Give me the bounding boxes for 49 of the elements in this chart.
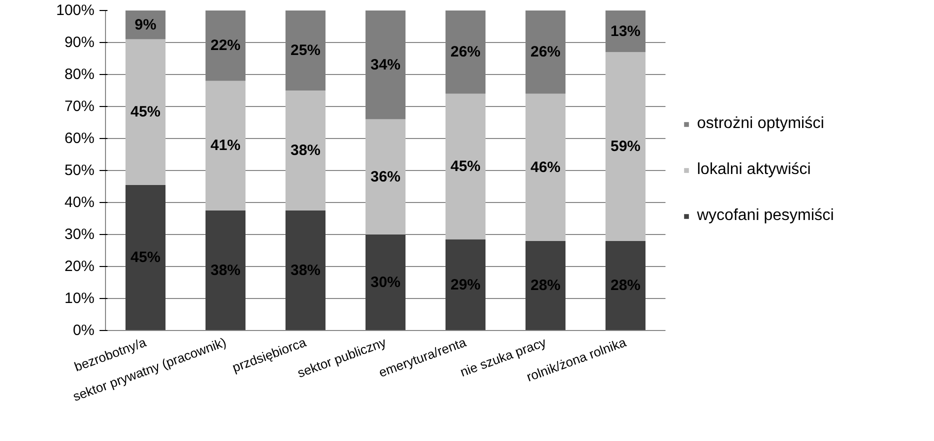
bar [526, 94, 566, 241]
bar [446, 239, 486, 330]
y-tick-label: 60% [64, 130, 95, 147]
bar [526, 240, 566, 330]
y-tick-label: 70% [64, 98, 95, 115]
data-label: 36% [370, 168, 401, 186]
y-tick-label: 30% [64, 226, 95, 243]
y-tick-label: 20% [64, 258, 95, 275]
data-label: 46% [530, 158, 561, 176]
data-label: 29% [450, 276, 481, 294]
bar [366, 234, 406, 330]
bar [606, 52, 646, 241]
bar [606, 240, 646, 330]
data-label: 30% [370, 274, 401, 291]
bar [206, 210, 246, 330]
bar [126, 184, 166, 330]
data-label: 59% [610, 138, 641, 155]
data-label: 9% [134, 16, 156, 34]
data-label: 45% [450, 158, 481, 175]
y-tick-label: 80% [64, 66, 95, 83]
bar [286, 210, 326, 330]
data-label: 28% [610, 277, 641, 294]
y-tick-label: 90% [64, 34, 95, 51]
bar [286, 90, 326, 210]
bar [446, 94, 486, 240]
data-label: 22% [210, 37, 241, 54]
bar [366, 119, 406, 234]
y-tick-label: 40% [64, 194, 95, 211]
bar [126, 39, 166, 185]
data-label: 25% [290, 42, 321, 59]
data-label: 13% [610, 22, 641, 40]
data-label: 45% [130, 104, 161, 121]
data-label: 41% [210, 137, 241, 154]
y-tick-label: 50% [64, 162, 95, 179]
data-label: 38% [290, 142, 321, 159]
data-label: 26% [450, 44, 481, 61]
y-tick-label: 10% [64, 290, 95, 307]
data-label: 26% [530, 44, 561, 61]
data-label: 38% [290, 262, 321, 279]
legend-label: ostrożni optymiści [697, 115, 824, 133]
y-tick-label: 0% [72, 322, 95, 339]
data-label: 38% [210, 262, 241, 279]
data-label: 28% [530, 277, 561, 294]
legend-label: wycofani pesymiści [697, 207, 834, 225]
legend-label: lokalni aktywiści [697, 161, 811, 179]
data-label: 34% [370, 56, 401, 74]
data-label: 45% [130, 249, 161, 266]
bar [206, 80, 246, 210]
y-tick-label: 100% [56, 2, 95, 19]
